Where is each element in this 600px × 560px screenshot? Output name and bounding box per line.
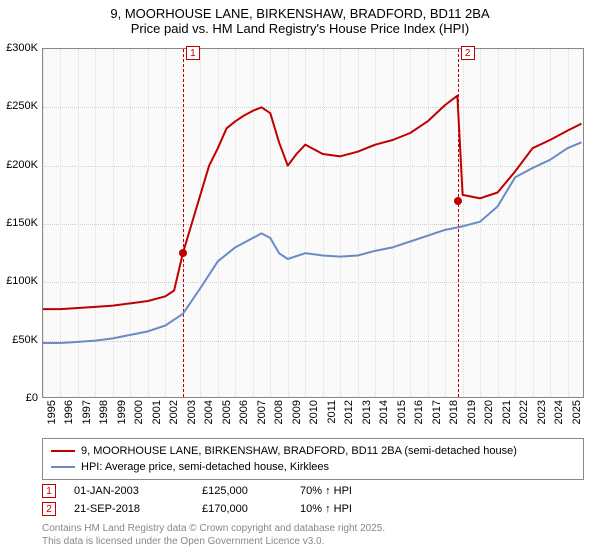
y-tick-label: £300K xyxy=(0,42,38,54)
x-tick-label: 2007 xyxy=(256,400,268,424)
event-badge-1: 1 xyxy=(186,46,200,60)
legend-item: 9, MOORHOUSE LANE, BIRKENSHAW, BRADFORD,… xyxy=(51,443,575,459)
y-tick-label: £100K xyxy=(0,275,38,287)
event-row-price: £170,000 xyxy=(202,503,282,515)
x-tick-label: 2008 xyxy=(273,400,285,424)
title-block: 9, MOORHOUSE LANE, BIRKENSHAW, BRADFORD,… xyxy=(0,0,600,40)
x-tick-label: 2003 xyxy=(186,400,198,424)
footer-line2: This data is licensed under the Open Gov… xyxy=(42,535,385,548)
x-tick-label: 2016 xyxy=(413,400,425,424)
y-tick-label: £0 xyxy=(0,392,38,404)
events-table: 1 01-JAN-2003 £125,000 70% ↑ HPI 2 21-SEP-201… xyxy=(42,482,584,518)
event-dot-1 xyxy=(179,249,187,257)
x-tick-label: 1997 xyxy=(81,400,93,424)
x-tick-label: 2011 xyxy=(326,400,338,424)
x-tick-label: 2024 xyxy=(553,400,565,424)
x-tick-label: 2009 xyxy=(291,400,303,424)
event-dot-2 xyxy=(454,197,462,205)
series-svg xyxy=(43,49,585,399)
event-row-badge: 1 xyxy=(42,484,56,498)
x-tick-label: 2012 xyxy=(343,400,355,424)
x-tick-label: 2000 xyxy=(133,400,145,424)
x-tick-label: 2018 xyxy=(448,400,460,424)
series-hpi xyxy=(43,142,582,343)
event-row-date: 01-JAN-2003 xyxy=(74,485,184,497)
event-row: 1 01-JAN-2003 £125,000 70% ↑ HPI xyxy=(42,482,584,500)
y-tick-label: £150K xyxy=(0,217,38,229)
legend-label: HPI: Average price, semi-detached house,… xyxy=(81,461,329,473)
x-tick-label: 2017 xyxy=(431,400,443,424)
x-tick-label: 2015 xyxy=(396,400,408,424)
event-row-hpi: 10% ↑ HPI xyxy=(300,503,400,515)
legend-item: HPI: Average price, semi-detached house,… xyxy=(51,459,575,475)
x-tick-label: 2022 xyxy=(518,400,530,424)
footer-line1: Contains HM Land Registry data © Crown c… xyxy=(42,522,385,535)
event-row-badge: 2 xyxy=(42,502,56,516)
legend: 9, MOORHOUSE LANE, BIRKENSHAW, BRADFORD,… xyxy=(42,438,584,480)
event-row-date: 21-SEP-2018 xyxy=(74,503,184,515)
x-tick-label: 2019 xyxy=(466,400,478,424)
chart-container: 9, MOORHOUSE LANE, BIRKENSHAW, BRADFORD,… xyxy=(0,0,600,560)
event-row: 2 21-SEP-2018 £170,000 10% ↑ HPI xyxy=(42,500,584,518)
y-tick-label: £50K xyxy=(0,334,38,346)
x-tick-label: 2021 xyxy=(501,400,513,424)
x-tick-label: 2020 xyxy=(483,400,495,424)
x-tick-label: 1998 xyxy=(98,400,110,424)
x-tick-label: 2014 xyxy=(378,400,390,424)
y-tick-label: £200K xyxy=(0,159,38,171)
event-badge-2: 2 xyxy=(461,46,475,60)
x-tick-label: 2013 xyxy=(361,400,373,424)
x-tick-label: 2002 xyxy=(168,400,180,424)
x-tick-label: 2023 xyxy=(536,400,548,424)
x-tick-label: 2010 xyxy=(308,400,320,424)
x-tick-label: 2025 xyxy=(571,400,583,424)
title-line2: Price paid vs. HM Land Registry's House … xyxy=(0,21,600,36)
legend-label: 9, MOORHOUSE LANE, BIRKENSHAW, BRADFORD,… xyxy=(81,445,517,457)
chart-area: £0£50K£100K£150K£200K£250K£300K 19951996… xyxy=(42,48,584,398)
legend-swatch xyxy=(51,466,75,468)
legend-swatch xyxy=(51,450,75,452)
x-tick-label: 2004 xyxy=(203,400,215,424)
event-row-price: £125,000 xyxy=(202,485,282,497)
x-tick-label: 1995 xyxy=(46,400,58,424)
footer: Contains HM Land Registry data © Crown c… xyxy=(42,522,385,548)
plot xyxy=(42,48,584,398)
y-tick-label: £250K xyxy=(0,100,38,112)
x-tick-label: 1996 xyxy=(63,400,75,424)
x-tick-label: 2001 xyxy=(151,400,163,424)
x-tick-label: 2005 xyxy=(221,400,233,424)
title-line1: 9, MOORHOUSE LANE, BIRKENSHAW, BRADFORD,… xyxy=(0,6,600,21)
x-tick-label: 2006 xyxy=(238,400,250,424)
event-row-hpi: 70% ↑ HPI xyxy=(300,485,400,497)
x-tick-label: 1999 xyxy=(116,400,128,424)
